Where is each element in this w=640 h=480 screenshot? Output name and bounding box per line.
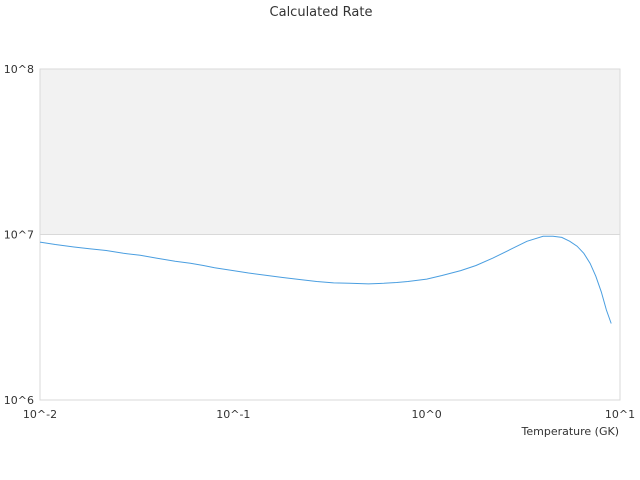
y-tick-label: 10^6 [4,394,34,407]
y-tick-label: 10^7 [4,229,34,242]
plot-area [39,68,621,401]
x-tick-label: 10^0 [412,408,442,421]
x-axis-label: Temperature (GK) [521,425,620,438]
chart-title: Calculated Rate [270,5,373,20]
x-axis-ticks: 10^-2 10^-1 10^0 10^1 [23,408,635,421]
shaded-band [40,69,620,235]
series-line [39,235,612,324]
x-tick-label: 10^1 [605,408,635,421]
x-tick-label: 10^-2 [23,408,57,421]
y-tick-label: 10^8 [4,63,34,76]
y-axis-ticks: 10^6 10^7 10^8 [4,63,34,407]
x-tick-label: 10^-1 [216,408,250,421]
